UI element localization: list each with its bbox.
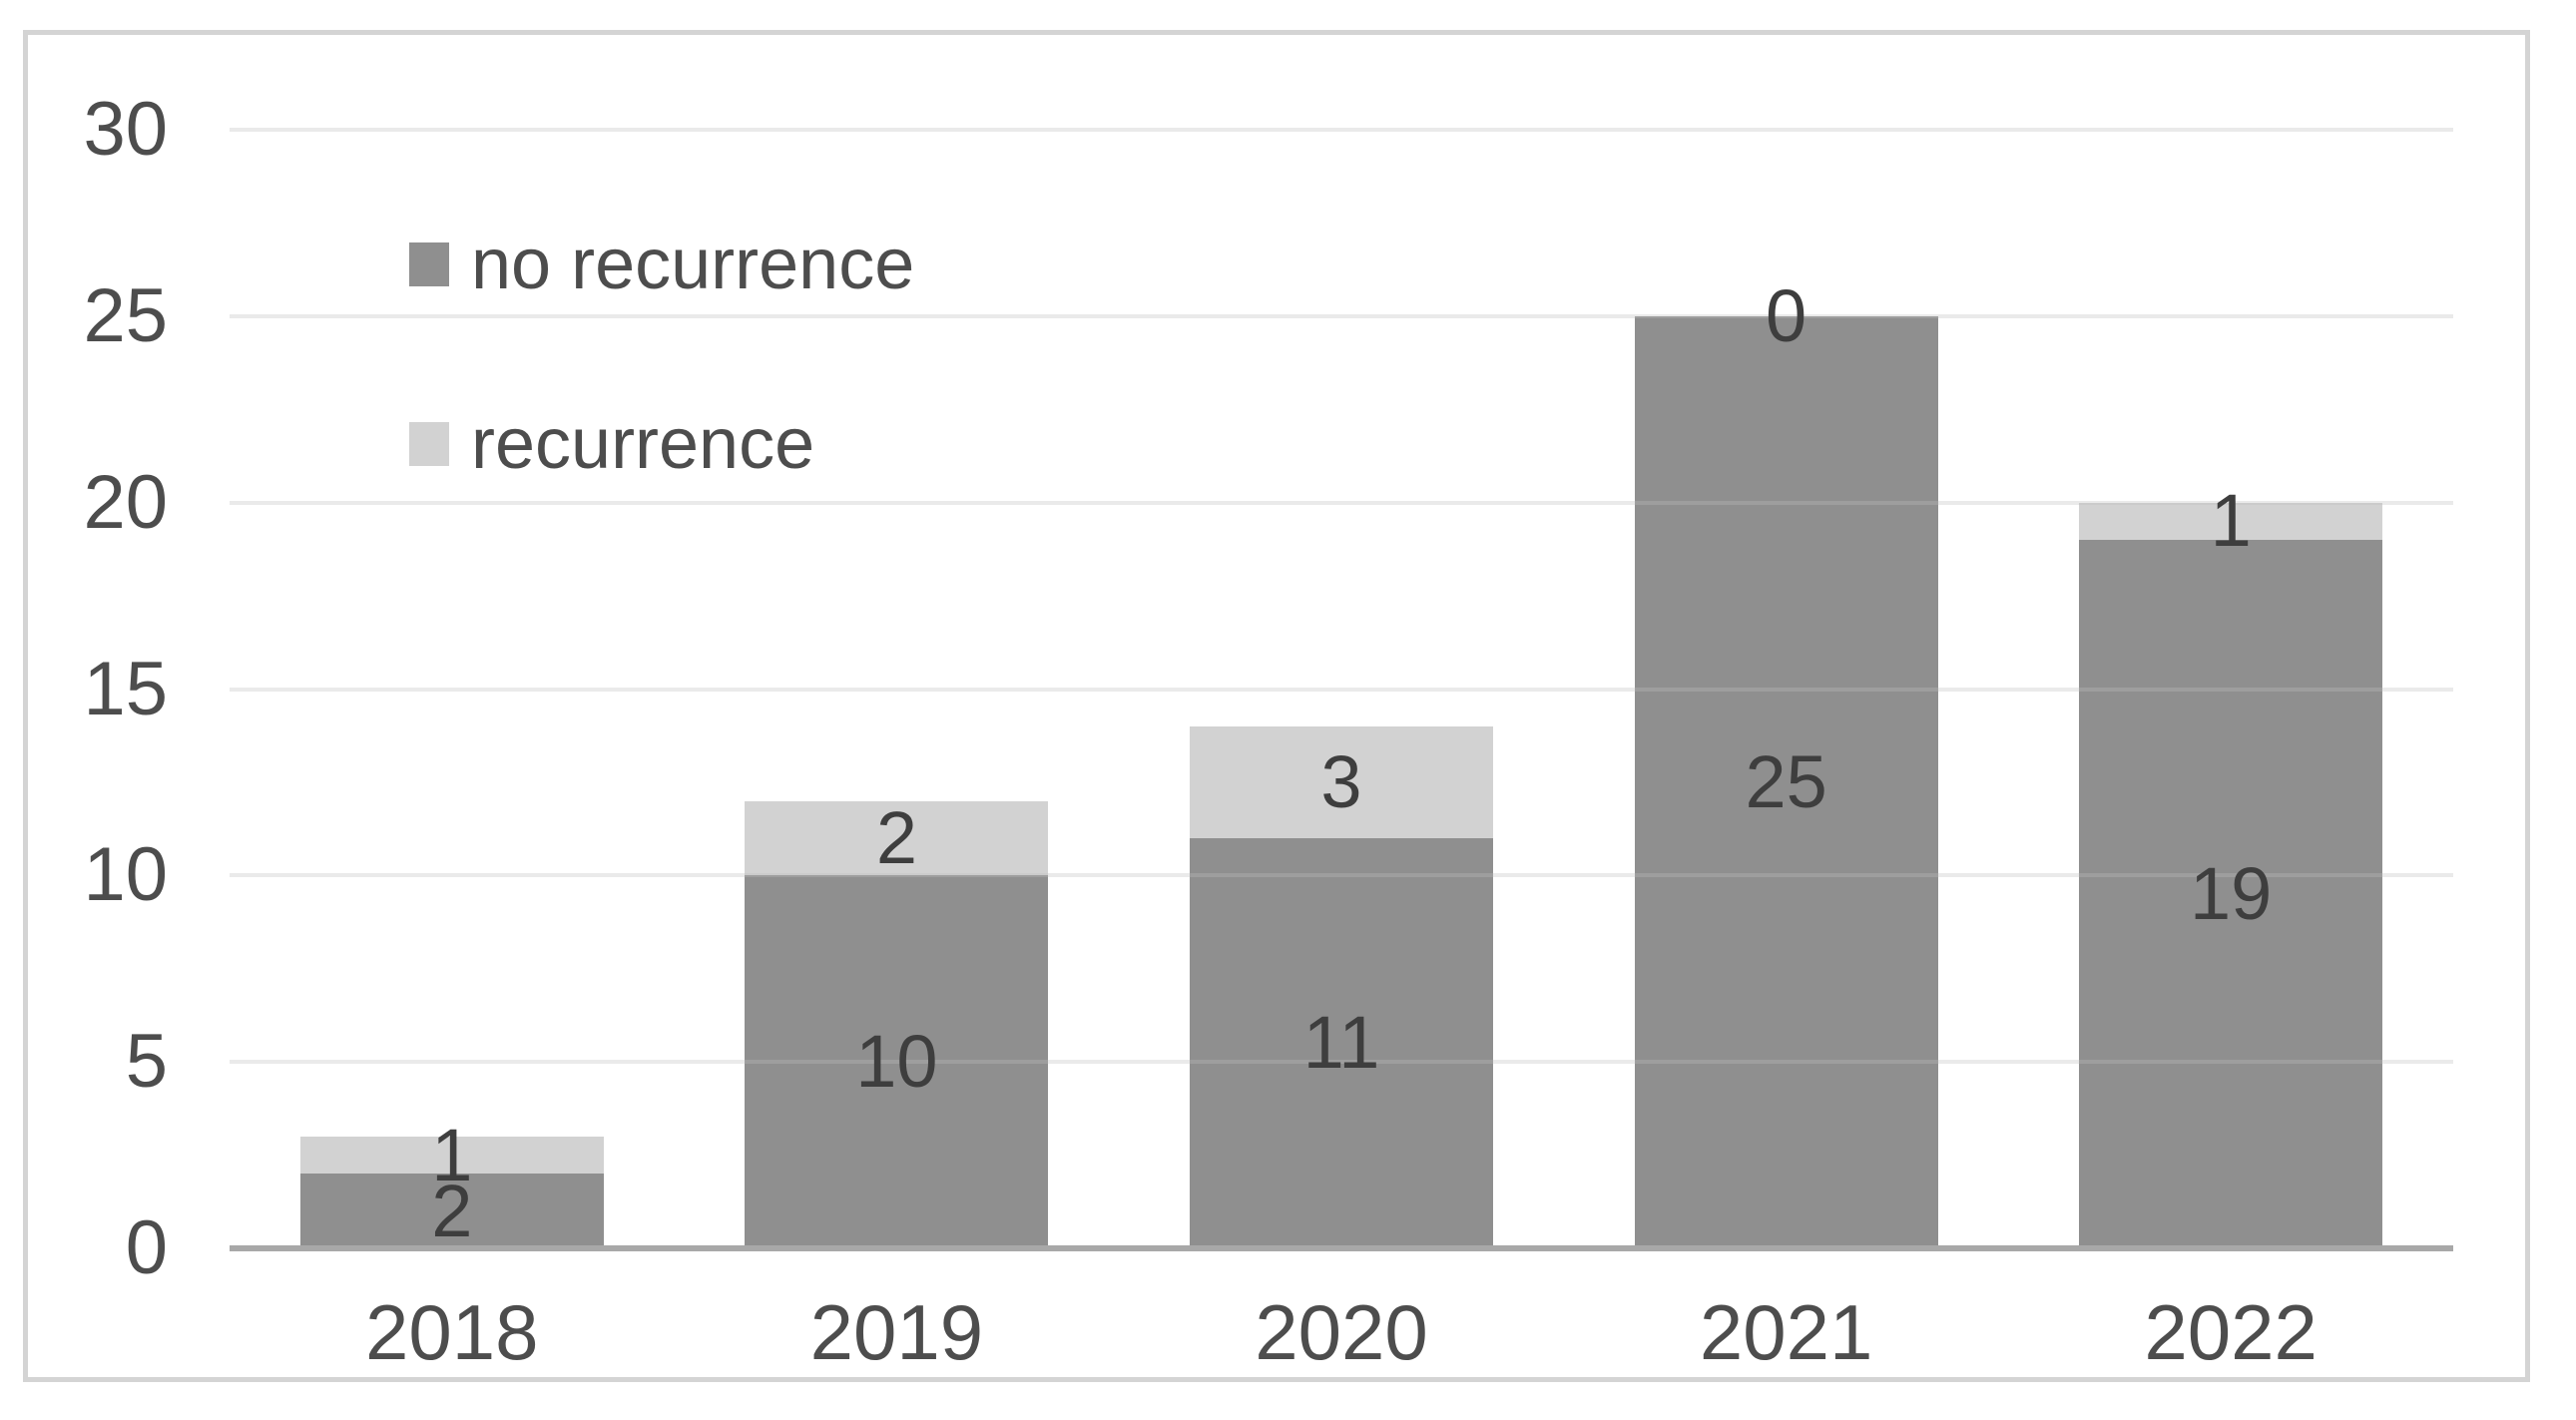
legend-label-no-recurrence: no recurrence	[471, 225, 915, 304]
legend-label-recurrence: recurrence	[471, 404, 815, 484]
bar-segment-recurrence	[299, 1136, 604, 1175]
x-tick-label: 2020	[1255, 1288, 1428, 1376]
y-tick-label: 0	[125, 1205, 168, 1290]
x-axis-line	[230, 1245, 2453, 1251]
bar-segment-no-recurrence	[299, 1174, 604, 1248]
data-label: 10	[855, 1020, 938, 1104]
bar-segment-no-recurrence	[1190, 837, 1493, 1248]
data-label: 2	[875, 795, 917, 879]
legend-swatch-recurrence	[409, 422, 449, 466]
legend-item-no-recurrence: no recurrence	[409, 229, 914, 300]
data-label: 0	[1766, 273, 1807, 357]
x-tick-label: 2022	[2144, 1288, 2318, 1376]
y-tick-label: 30	[83, 87, 168, 172]
x-tick-label: 2019	[809, 1288, 984, 1376]
bar-segment-recurrence	[1190, 725, 1493, 838]
data-label: 11	[1302, 1001, 1380, 1085]
data-label: 3	[1320, 739, 1362, 823]
gridline	[230, 313, 2453, 318]
data-label: 1	[431, 1113, 473, 1196]
y-tick-label: 5	[125, 1019, 168, 1105]
y-tick-label: 15	[83, 646, 168, 731]
data-label: 25	[1745, 739, 1827, 823]
data-label: 2	[431, 1169, 473, 1252]
y-tick-label: 10	[83, 832, 168, 918]
gridline	[230, 128, 2453, 132]
bar-segment-recurrence	[745, 800, 1049, 876]
bar-segment-no-recurrence	[745, 875, 1049, 1248]
bar-segment-no-recurrence	[1634, 315, 1938, 1248]
bar-segment-recurrence	[2079, 502, 2383, 541]
data-label: 1	[2210, 479, 2252, 563]
legend-item-recurrence: recurrence	[409, 408, 814, 480]
y-tick-label: 25	[83, 272, 168, 358]
bar-segment-no-recurrence	[2079, 540, 2383, 1248]
y-tick-label: 20	[83, 459, 168, 545]
legend-swatch-no-recurrence	[409, 242, 449, 286]
gridline	[230, 500, 2453, 505]
gridline	[230, 1060, 2453, 1065]
x-tick-label: 2018	[365, 1288, 539, 1376]
gridline	[230, 687, 2453, 692]
gridline	[230, 873, 2453, 878]
x-tick-label: 2021	[1699, 1288, 1873, 1376]
data-label: 19	[2190, 852, 2273, 936]
